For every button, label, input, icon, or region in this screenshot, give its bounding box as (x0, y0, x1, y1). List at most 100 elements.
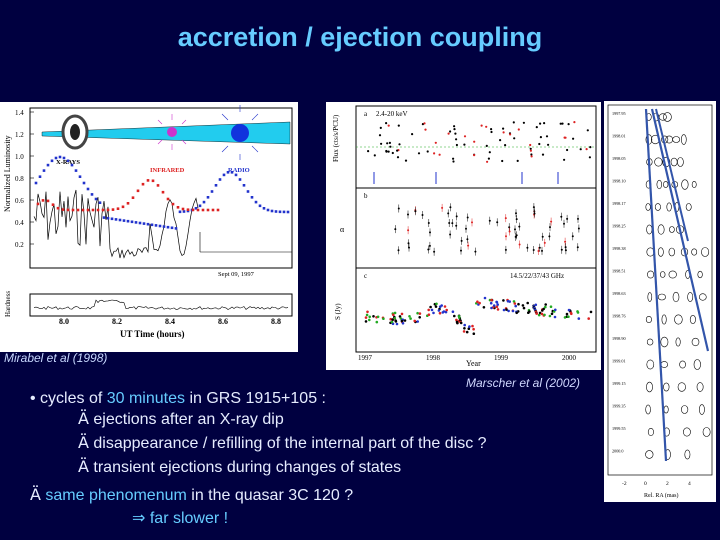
radio-contour (668, 270, 677, 279)
radio-point (70, 163, 74, 167)
flux-point (400, 319, 404, 323)
epoch-label: 1998.90 (612, 336, 626, 341)
flux-point (408, 315, 411, 318)
xray-point (404, 159, 408, 162)
flux-point (565, 312, 569, 316)
xray-point (455, 143, 458, 147)
marscher-top-note: 2.4-20 keV (376, 110, 408, 118)
alpha-point (414, 210, 417, 213)
mirabel-plot: 1.4 1.2 1.0 0.8 0.6 0.4 0.2 Normalized Luminos… (3, 105, 293, 339)
radio-contour (665, 135, 673, 144)
flux-point (495, 305, 499, 308)
epoch-label: 1999.15 (612, 381, 626, 386)
alpha-point (466, 238, 469, 241)
flux-point (451, 310, 455, 313)
radio-point (154, 224, 158, 227)
radio-point (106, 216, 110, 220)
xray-point (463, 143, 466, 146)
xray-point (454, 132, 457, 135)
marscher-x-tick: 1997 (358, 354, 373, 362)
epoch-label: 1998.38 (612, 246, 626, 251)
xray-point (530, 155, 533, 158)
xray-point (502, 127, 505, 130)
radio-point (58, 155, 62, 159)
epoch-label: 1998.01 (612, 134, 626, 139)
label-date: Sept 09, 1997 (218, 271, 255, 278)
flux-point (427, 308, 430, 312)
xray-point (387, 150, 390, 153)
flux-point (364, 316, 368, 319)
alpha-point (543, 241, 546, 244)
flux-point (537, 313, 541, 317)
radio-point (202, 200, 206, 204)
mirabel-y-tick: 0.6 (15, 197, 24, 205)
infrared-blob-icon (167, 127, 177, 137)
radio-point (138, 221, 142, 225)
xray-point (387, 124, 390, 127)
alpha-point (560, 248, 563, 251)
xray-point (513, 137, 516, 140)
infrared-point (181, 207, 185, 211)
alpha-point (514, 228, 516, 231)
radio-point (126, 219, 130, 223)
alpha-point (408, 246, 410, 249)
epoch-label: 1999.01 (612, 359, 626, 364)
radio-contour (663, 112, 672, 122)
radio-point (238, 178, 242, 181)
alpha-point (564, 249, 567, 252)
xray-point (486, 160, 489, 163)
mirabel-y-tick: 0.2 (15, 241, 24, 249)
maps-x-tick: 0 (644, 481, 647, 487)
alpha-point (447, 212, 450, 215)
epoch-label: 1998.17 (612, 201, 626, 206)
mirabel-x-label: UT Time (hours) (120, 329, 185, 339)
flux-point (567, 308, 571, 312)
radio-point (78, 175, 82, 178)
flux-point (544, 305, 547, 309)
radio-contour (679, 360, 686, 369)
flux-point (502, 308, 506, 312)
xray-point (463, 135, 467, 138)
xray-point (539, 136, 542, 139)
alpha-point (441, 206, 444, 209)
infrared-point (101, 208, 105, 212)
radio-contour (647, 427, 654, 436)
xray-point (517, 128, 520, 131)
vlba-maps: 1997.95 1998.01 1998.05 1998.10 1998.17 1998.… (607, 104, 713, 499)
alpha-point (397, 249, 400, 252)
vlba-maps-figure: 1997.95 1998.01 1998.05 1998.10 1998.17 1998.… (604, 101, 716, 502)
alpha-point (496, 221, 499, 224)
flux-point (438, 305, 442, 308)
flux-point (429, 305, 432, 309)
marscher-x-tick: 1998 (426, 354, 441, 362)
epoch-label: 1997.95 (612, 111, 626, 116)
xray-point (452, 157, 455, 160)
flux-point (442, 310, 446, 313)
mirabel-x-tick: 8.4 (165, 317, 175, 326)
flux-point (471, 324, 474, 328)
radio-contour (677, 382, 686, 392)
radio-contour (646, 338, 654, 346)
infrared-point (216, 208, 220, 212)
highlight-30-minutes: 30 minutes (106, 390, 185, 407)
maps-x-tick: 2 (666, 481, 669, 487)
alpha-point (433, 250, 436, 253)
alpha-point (560, 215, 563, 218)
flux-point (502, 299, 505, 302)
flux-point (445, 308, 448, 312)
infrared-point (121, 205, 125, 209)
xray-point (385, 149, 388, 153)
flux-point (444, 310, 448, 314)
mirabel-y-label: Normalized Luminosity (3, 135, 12, 212)
radio-contour (645, 404, 651, 415)
flux-point (365, 313, 369, 317)
flux-point (496, 308, 500, 311)
alpha-point (451, 222, 454, 225)
alpha-point (514, 235, 517, 238)
maps-x-tick: -2 (622, 481, 627, 487)
flux-point (534, 303, 538, 307)
radio-point (254, 200, 258, 204)
radio-point (50, 159, 54, 163)
radio-point (166, 225, 170, 229)
caption-mirabel: Mirabel et al (1998) (4, 351, 108, 365)
